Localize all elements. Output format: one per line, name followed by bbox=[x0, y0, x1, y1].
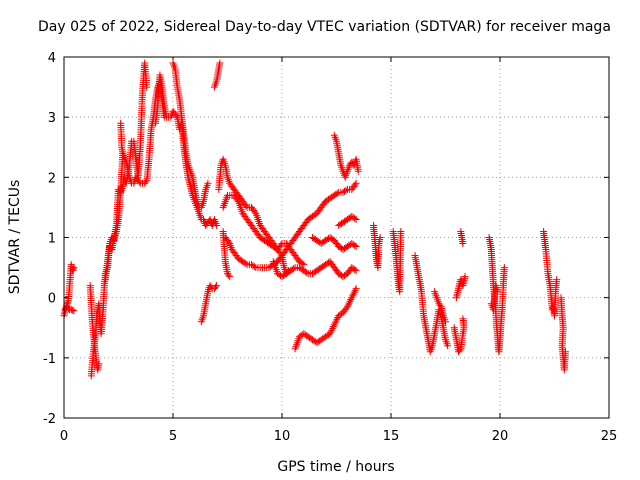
y-tick-labels: -2 -1 0 1 2 3 4 bbox=[43, 51, 56, 427]
data-point bbox=[343, 303, 351, 311]
data-point bbox=[351, 181, 359, 189]
data-point bbox=[213, 222, 221, 229]
data-point bbox=[349, 292, 357, 300]
data-point bbox=[351, 286, 359, 294]
data-point bbox=[328, 326, 336, 334]
data-point bbox=[333, 189, 341, 197]
x-tick-labels: 0 5 10 15 20 25 bbox=[60, 429, 617, 444]
data-point bbox=[204, 179, 212, 187]
data-point bbox=[225, 271, 233, 279]
y-tick-label: 3 bbox=[48, 111, 56, 126]
data-point bbox=[242, 260, 250, 268]
data-point bbox=[376, 234, 384, 241]
data-point bbox=[64, 304, 72, 312]
data-point bbox=[70, 307, 78, 315]
x-tick-label: 5 bbox=[169, 429, 177, 444]
y-tick-label: 0 bbox=[48, 292, 56, 307]
data-point bbox=[461, 273, 469, 281]
data-point bbox=[347, 296, 355, 303]
data-point bbox=[233, 196, 241, 204]
y-tick-label: 1 bbox=[48, 232, 56, 247]
data-point bbox=[303, 269, 311, 277]
data-point bbox=[95, 360, 103, 368]
data-point bbox=[298, 260, 306, 268]
data-point bbox=[436, 301, 444, 309]
y-tick-label: -2 bbox=[43, 412, 56, 427]
data-point bbox=[352, 285, 360, 293]
data-point bbox=[494, 288, 502, 296]
data-point bbox=[351, 214, 359, 222]
data-point bbox=[342, 186, 350, 194]
data-point bbox=[329, 323, 337, 330]
x-tick-label: 15 bbox=[383, 429, 400, 444]
x-axis-title: GPS time / hours bbox=[277, 459, 394, 475]
data-point bbox=[69, 267, 77, 275]
data-point bbox=[351, 266, 359, 274]
data-point bbox=[212, 283, 219, 291]
data-point bbox=[459, 315, 467, 323]
chart-title: Day 025 of 2022, Sidereal Day-to-day VTE… bbox=[38, 19, 611, 35]
x-tick-label: 25 bbox=[601, 429, 618, 444]
data-point bbox=[561, 348, 569, 356]
y-tick-label: -1 bbox=[43, 352, 56, 367]
x-tick-label: 10 bbox=[274, 429, 291, 444]
data-point bbox=[135, 178, 143, 186]
data-point bbox=[69, 306, 77, 314]
data-point bbox=[346, 297, 354, 305]
data-point bbox=[350, 290, 357, 298]
data-point bbox=[216, 59, 224, 67]
data-point bbox=[352, 243, 360, 250]
data-points bbox=[60, 59, 569, 380]
y-tick-label: 2 bbox=[48, 171, 56, 186]
data-point bbox=[226, 273, 234, 281]
data-point bbox=[250, 263, 258, 271]
data-point bbox=[251, 208, 259, 216]
data-point bbox=[345, 299, 353, 307]
data-point bbox=[119, 149, 127, 157]
data-point bbox=[500, 264, 508, 272]
data-point bbox=[348, 294, 356, 302]
data-point bbox=[553, 276, 561, 284]
data-point bbox=[290, 265, 298, 273]
data-point bbox=[344, 301, 352, 309]
data-point bbox=[456, 346, 464, 354]
data-point bbox=[242, 202, 250, 210]
data-point bbox=[397, 228, 405, 235]
data-point bbox=[300, 261, 308, 269]
data-point bbox=[213, 282, 221, 290]
data-point bbox=[352, 267, 360, 275]
data-point bbox=[442, 318, 449, 326]
data-point bbox=[331, 319, 339, 327]
data-point bbox=[352, 216, 360, 223]
x-tick-label: 0 bbox=[60, 429, 68, 444]
y-tick-label: 4 bbox=[48, 51, 56, 66]
data-point bbox=[70, 264, 78, 272]
data-point bbox=[327, 328, 335, 336]
data-point bbox=[277, 241, 285, 249]
y-axis-title: SDTVAR / TECUs bbox=[7, 180, 23, 295]
data-point bbox=[351, 242, 359, 249]
data-point bbox=[444, 342, 452, 350]
data-point bbox=[142, 178, 150, 186]
data-point bbox=[459, 240, 467, 247]
data-point bbox=[326, 330, 334, 338]
data-point bbox=[354, 167, 362, 175]
data-point bbox=[332, 317, 340, 325]
grid-lines bbox=[63, 56, 610, 419]
data-point bbox=[333, 315, 341, 323]
data-point bbox=[330, 321, 338, 329]
plot-border bbox=[63, 56, 610, 419]
data-point bbox=[352, 179, 360, 187]
x-tick-label: 20 bbox=[492, 429, 509, 444]
data-point bbox=[143, 83, 151, 91]
